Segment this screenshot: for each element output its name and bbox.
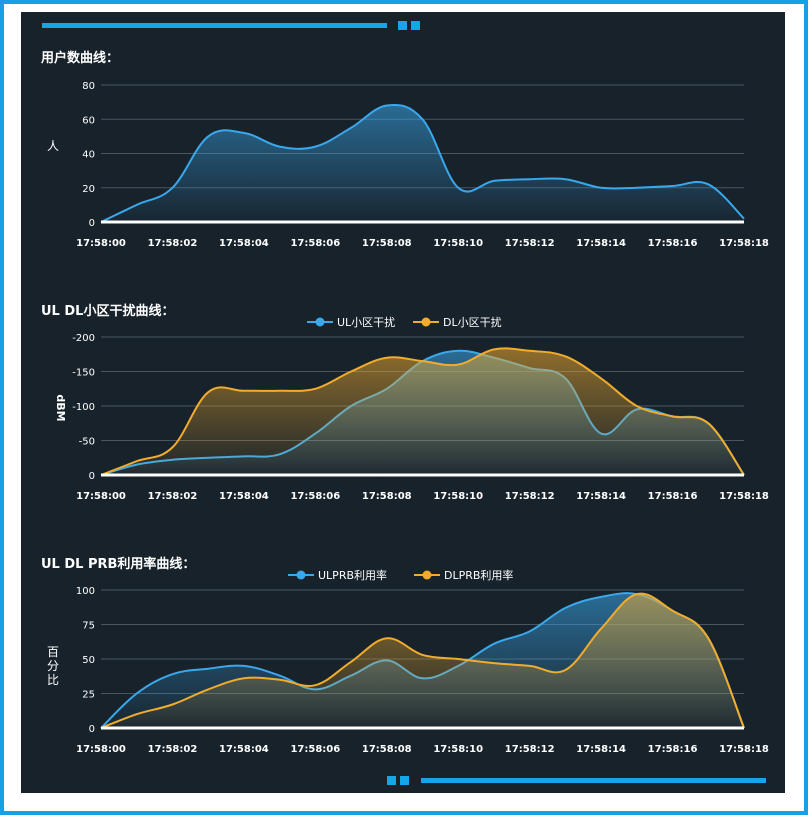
chart1-y-tick-label: 0 — [89, 218, 95, 229]
bottom-deco-square-1 — [387, 776, 396, 785]
chart2-x-tick-label: 17:58:06 — [290, 491, 340, 502]
chart2-y-tick-label: -50 — [79, 437, 95, 448]
chart3-x-tick-label: 17:58:18 — [719, 744, 769, 755]
chart1-x-tick-label: 17:58:14 — [576, 238, 626, 249]
bottom-deco-bar — [421, 778, 766, 783]
chart2-y-tick-label: 0 — [89, 471, 95, 482]
chart1-y-tick-label: 20 — [82, 184, 95, 195]
chart2-x-tick-label: 17:58:10 — [433, 491, 483, 502]
chart3-legend-swatch-dot — [296, 570, 306, 580]
chart1-y-tick-label: 40 — [82, 150, 95, 161]
chart2-x-tick-label: 17:58:12 — [505, 491, 555, 502]
chart3-x-tick-label: 17:58:14 — [576, 744, 626, 755]
chart2-y-tick-label: -200 — [72, 333, 95, 344]
chart3-x-tick-label: 17:58:04 — [219, 744, 269, 755]
chart3-y-axis-label-char: 分 — [47, 659, 59, 673]
chart2-legend-label: UL小区干扰 — [337, 315, 395, 329]
chart1-y-tick-label: 60 — [82, 115, 95, 126]
chart3-x-tick-label: 17:58:10 — [433, 744, 483, 755]
chart2-x-tick-label: 17:58:18 — [719, 491, 769, 502]
chart3-y-tick-label: 100 — [76, 586, 95, 597]
chart2-title: UL DL小区干扰曲线： — [41, 304, 175, 319]
chart3-legend-label: ULPRB利用率 — [318, 568, 387, 582]
top-deco-square-2 — [411, 21, 420, 30]
chart3-series2-line — [100, 592, 745, 729]
chart1-x-tick-label: 17:58:16 — [648, 238, 698, 249]
chart3-x-tick-label: 17:58:00 — [76, 744, 126, 755]
chart1-y-axis-label: 人 — [47, 139, 59, 153]
chart1-title: 用户数曲线： — [41, 51, 120, 66]
chart1-series1-area — [101, 104, 744, 222]
chart3-y-tick-label: 75 — [82, 621, 95, 632]
chart3-x-tick-label: 17:58:12 — [505, 744, 555, 755]
chart2-x-tick-label: 17:58:02 — [148, 491, 198, 502]
chart2-x-tick-label: 17:58:04 — [219, 491, 269, 502]
chart1-x-tick-label: 17:58:18 — [719, 238, 769, 249]
chart3-x-tick-label: 17:58:06 — [290, 744, 340, 755]
chart3-series2-area — [101, 593, 744, 728]
chart2-y-axis-label: dBM — [54, 394, 67, 421]
bottom-deco-square-2 — [400, 776, 409, 785]
chart1-x-tick-label: 17:58:00 — [76, 238, 126, 249]
chart2-y-tick-label: -150 — [72, 368, 95, 379]
chart3-y-tick-label: 0 — [89, 724, 95, 735]
chart3-x-tick-label: 17:58:08 — [362, 744, 412, 755]
chart3-y-axis-label-char: 百 — [47, 645, 59, 659]
chart3-y-tick-label: 50 — [82, 655, 95, 666]
chart2-series2-line — [100, 347, 745, 476]
chart3-x-tick-label: 17:58:02 — [148, 744, 198, 755]
chart1-x-tick-label: 17:58:10 — [433, 238, 483, 249]
chart3-legend-label: DLPRB利用率 — [444, 568, 513, 582]
chart1-x-tick-label: 17:58:02 — [148, 238, 198, 249]
chart2-x-tick-label: 17:58:00 — [76, 491, 126, 502]
chart1-series1-line — [100, 103, 745, 223]
chart2-legend-swatch-dot — [315, 317, 325, 327]
chart2-x-tick-label: 17:58:08 — [362, 491, 412, 502]
chart3-x-tick-label: 17:58:16 — [648, 744, 698, 755]
chart1-x-tick-label: 17:58:08 — [362, 238, 412, 249]
top-deco-bar — [42, 23, 387, 28]
chart2-y-tick-label: -100 — [72, 402, 95, 413]
chart2-x-tick-label: 17:58:14 — [576, 491, 626, 502]
chart2-series2-area — [101, 348, 744, 475]
chart1-x-tick-label: 17:58:04 — [219, 238, 269, 249]
chart1-x-tick-label: 17:58:06 — [290, 238, 340, 249]
chart3-legend-swatch-dot — [422, 570, 432, 580]
chart3-y-tick-label: 25 — [82, 690, 95, 701]
chart2-legend-label: DL小区干扰 — [443, 315, 502, 329]
chart1-x-tick-label: 17:58:12 — [505, 238, 555, 249]
chart3-y-axis-label-char: 比 — [47, 673, 59, 687]
top-deco-square-1 — [398, 21, 407, 30]
chart2-x-tick-label: 17:58:16 — [648, 491, 698, 502]
chart2-legend-swatch-dot — [421, 317, 431, 327]
chart1-y-tick-label: 80 — [82, 81, 95, 92]
chart3-title: UL DL PRB利用率曲线： — [41, 557, 196, 572]
